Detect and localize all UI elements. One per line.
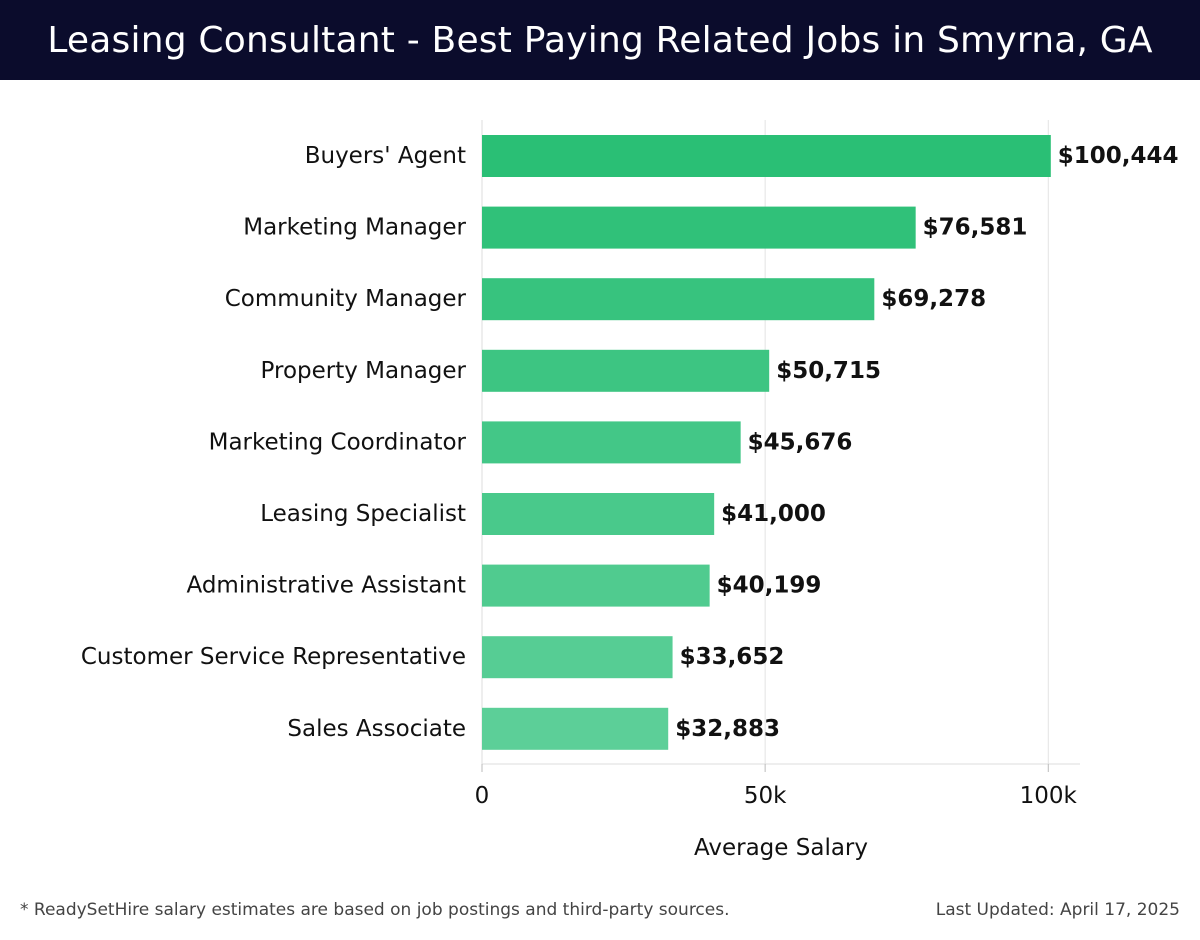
category-label: Leasing Specialist <box>260 501 466 527</box>
value-label: $45,676 <box>748 429 853 455</box>
value-label: $100,444 <box>1058 143 1179 169</box>
footer-note: * ReadySetHire salary estimates are base… <box>20 900 730 920</box>
category-label: Marketing Manager <box>243 215 466 241</box>
bar <box>482 636 673 679</box>
category-label: Property Manager <box>261 358 467 384</box>
bar <box>482 564 710 607</box>
category-label: Community Manager <box>225 286 467 312</box>
x-tick-label: 100k <box>1020 783 1078 809</box>
bar <box>482 493 715 535</box>
category-label: Buyers' Agent <box>305 143 466 169</box>
bar <box>482 707 669 750</box>
footer-updated: Last Updated: April 17, 2025 <box>935 900 1180 920</box>
category-label: Marketing Coordinator <box>209 429 467 455</box>
value-label: $69,278 <box>881 286 986 312</box>
bar-chart: Buyers' Agent $100,444 Marketing Manager $7… <box>81 120 1179 861</box>
chart-header: Leasing Consultant - Best Paying Related… <box>0 0 1200 80</box>
value-label: $32,883 <box>675 716 780 742</box>
bar <box>482 278 875 321</box>
x-tick-label: 0 <box>475 783 490 809</box>
chart-title: Leasing Consultant - Best Paying Related… <box>47 19 1153 61</box>
bar <box>482 206 916 249</box>
category-label: Administrative Assistant <box>186 573 466 599</box>
x-axis-label: Average Salary <box>694 835 868 861</box>
category-label: Sales Associate <box>287 716 466 742</box>
value-label: $41,000 <box>721 501 826 527</box>
bar <box>482 135 1051 177</box>
x-tick-label: 50k <box>744 783 787 809</box>
bar <box>482 349 770 392</box>
category-label: Customer Service Representative <box>81 644 466 670</box>
value-label: $50,715 <box>776 358 881 384</box>
bar <box>482 421 741 464</box>
value-label: $40,199 <box>717 573 822 599</box>
value-label: $33,652 <box>680 644 785 670</box>
value-label: $76,581 <box>923 215 1028 241</box>
